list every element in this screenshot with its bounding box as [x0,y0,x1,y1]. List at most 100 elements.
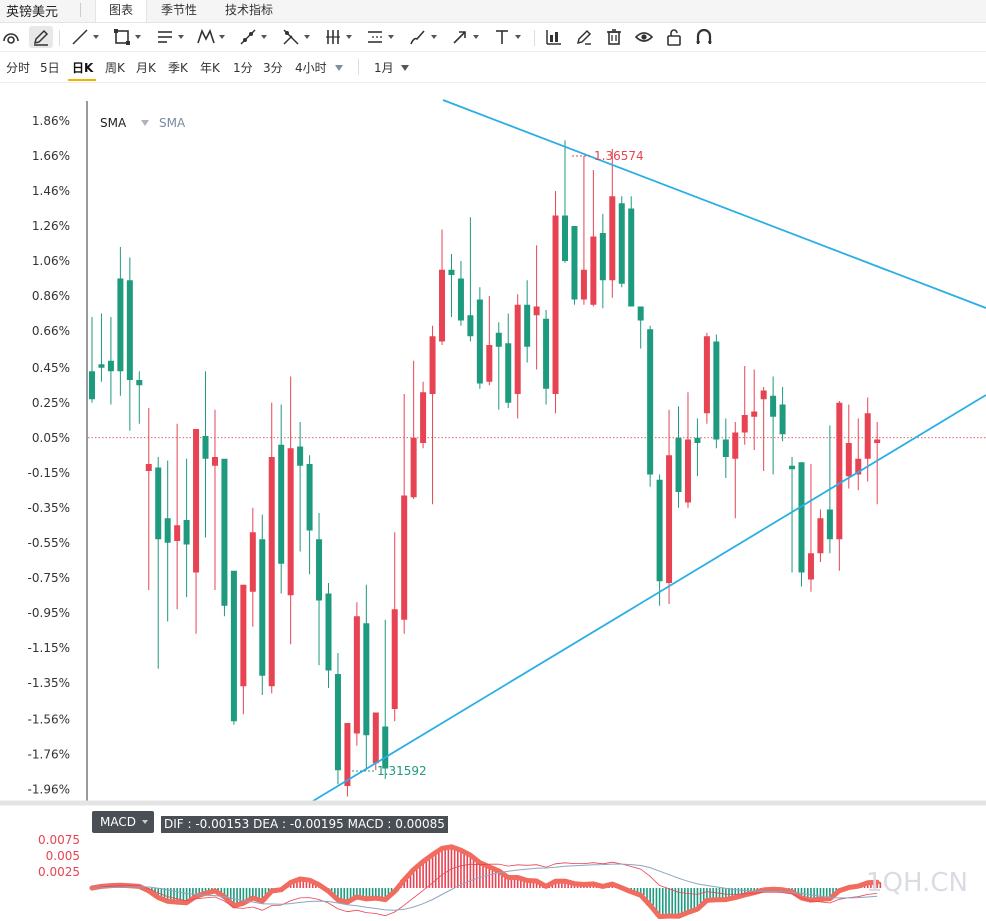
instrument-title: 英镑美元 [6,5,59,20]
period-1min[interactable]: 1分 [233,61,253,75]
period-3min[interactable]: 3分 [263,61,283,75]
candle-body [107,360,114,372]
candle-body [628,208,635,307]
parallel-lines-icon[interactable] [155,26,184,48]
candle-body [694,437,701,443]
candle-body [155,467,162,540]
range-chevron-icon[interactable] [401,65,409,71]
period-4hour[interactable]: 4小时 [295,61,327,75]
gann-icon[interactable] [281,26,310,48]
period-yearly[interactable]: 年K [200,61,220,75]
y-tick-label: 0.25% [32,396,70,410]
macd-y-tick-label: 0.0025 [38,865,80,879]
arrow-icon[interactable] [450,26,479,48]
candle-body [221,458,228,606]
candle-body [372,712,379,764]
candle-body [174,525,181,541]
candle-body [684,439,691,503]
more-periods-chevron-icon[interactable] [335,65,343,71]
candle-body [486,345,493,382]
pen-icon[interactable] [29,26,53,48]
text-icon[interactable] [492,26,521,48]
candle-body [382,726,389,769]
y-axis-ticks: 1.86% 1.66% 1.46% 1.26% 1.06% 0.86% 0.66% 0.45%… [28,114,70,797]
candle-body [344,723,351,786]
sma-chevron-icon[interactable] [141,120,149,126]
tab-seasonality[interactable]: 季节性 [161,3,198,17]
sma-label-2[interactable]: SMA [159,116,186,130]
candle-body [637,306,644,321]
y-tick-label: 1.46% [32,184,70,198]
tab-chart[interactable]: 图表 [95,0,148,22]
candle-body [855,458,862,475]
y-tick-label: -1.35% [28,676,70,690]
candlesticks [89,140,881,797]
candle-body [864,413,871,459]
candle-body [202,436,209,459]
indicator-icon[interactable] [544,26,564,48]
y-tick-label: 1.06% [32,254,70,268]
rectangle-icon[interactable] [112,26,141,48]
macd-chevron-icon[interactable] [142,820,148,824]
toolbar-divider [534,30,535,46]
range-icon[interactable] [365,26,394,48]
period-monthly[interactable]: 月K [136,61,156,75]
fibonacci-icon[interactable] [238,26,267,48]
macd-indicator-button[interactable]: MACD [92,811,154,833]
macd-panel: 0.0075 0.005 0.0025 [38,833,882,920]
eye-icon[interactable] [634,26,654,48]
active-period-underline [68,79,96,81]
y-tick-label: -0.35% [28,501,70,515]
y-tick-label: 1.86% [32,114,70,128]
range-selector[interactable]: 1月 [374,61,394,75]
y-tick-label: -0.55% [28,536,70,550]
bars-icon[interactable] [323,26,352,48]
reset-view-icon[interactable] [1,26,21,48]
trendline-upper[interactable] [442,99,986,309]
dif-line [91,861,878,917]
trendline-lower[interactable] [312,394,986,802]
delete-icon[interactable] [604,26,624,48]
title-divider [80,3,81,17]
min-price-label: 1.31592 [377,764,427,778]
candle-body [732,432,739,459]
candle-body [363,623,370,736]
candle-body [89,371,95,400]
period-daily[interactable]: 日K [72,61,94,75]
macd-thick-line [89,844,880,920]
candle-body [287,448,294,596]
candle-body [98,364,105,368]
y-tick-label: -1.15% [28,641,70,655]
candle-body [249,532,256,592]
candle-body [760,390,767,400]
sma-label-1[interactable]: SMA [100,116,127,130]
candle-body [770,395,777,417]
brush-icon[interactable] [408,26,437,48]
extreme-labels: 1.36574 1.31592 [352,149,644,778]
y-tick-label: 1.66% [32,149,70,163]
macd-values: DIF : -0.00153 DEA : -0.00195 MACD : 0.0… [161,816,448,833]
period-5day[interactable]: 5日 [40,61,60,75]
max-price-label: 1.36574 [594,149,644,163]
lock-icon[interactable] [664,26,684,48]
edit-icon[interactable] [574,26,594,48]
trendlines [312,99,986,802]
pattern-icon[interactable] [196,26,225,48]
period-intraday[interactable]: 分时 [6,61,31,75]
line-icon[interactable] [70,26,99,48]
candle-body [353,616,360,734]
candle-body [580,269,587,300]
watermark-logo: 1QH.CN [866,868,968,898]
candle-body [618,203,625,284]
magnet-icon[interactable] [694,26,714,48]
period-selector: 分时 5日 日K 周K 月K 季K 年K 1分 3分 4小时 1月 [0,52,986,83]
period-weekly[interactable]: 周K [105,61,125,75]
candle-body [211,457,218,466]
macd-y-axis-ticks: 0.0075 0.005 0.0025 [38,833,80,879]
tab-technical-indicators[interactable]: 技术指标 [225,3,274,17]
candle-body [722,439,729,457]
candle-body [164,518,171,543]
y-tick-label: -0.75% [28,571,70,585]
period-quarterly[interactable]: 季K [168,61,188,75]
